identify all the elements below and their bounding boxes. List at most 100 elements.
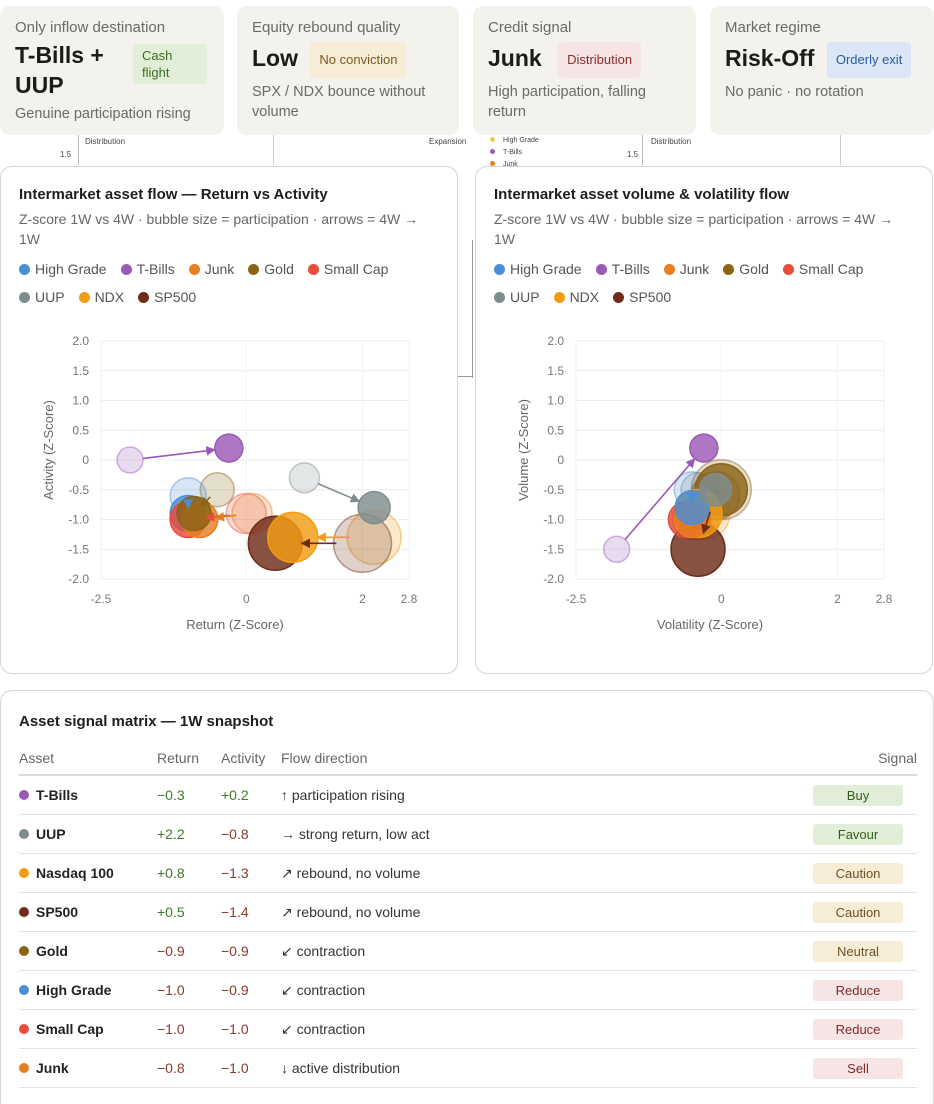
legend-item[interactable]: NDX xyxy=(553,283,599,311)
cell-return: −0.9 xyxy=(157,931,221,971)
cell-asset: SP500 xyxy=(19,892,157,932)
cell-return: +2.2 xyxy=(157,814,221,854)
legend-item[interactable]: T-Bills xyxy=(595,255,650,283)
signal-pill: Neutral xyxy=(813,940,903,962)
asset-name: High Grade xyxy=(36,982,112,998)
card-value-row: Junk Distribution xyxy=(488,42,681,78)
table-row[interactable]: Small Cap −1.0 −1.0 ↙ contraction Reduce xyxy=(19,1009,917,1049)
card-value: Low xyxy=(252,45,298,72)
legend-dot xyxy=(248,264,260,275)
cell-asset: Junk xyxy=(19,1048,157,1088)
card-value: Junk xyxy=(488,45,542,72)
x-tick-label: 2 xyxy=(834,592,841,606)
bubble-4w-uup[interactable] xyxy=(288,462,321,494)
flow-arrow-t-bills xyxy=(624,457,696,540)
asset-color-dot xyxy=(19,829,29,839)
table-row[interactable]: Gold −0.9 −0.9 ↙ contraction Neutral xyxy=(19,931,917,971)
cell-asset: Small Cap xyxy=(19,1009,157,1049)
legend-dot xyxy=(494,264,505,275)
cell-flow-direction: ↙ contraction xyxy=(281,931,656,971)
bubble-4w-sp500[interactable] xyxy=(332,513,393,574)
ghost-tick-right: 1.5 xyxy=(627,150,639,159)
asset-name: Gold xyxy=(36,943,68,959)
legend-dot xyxy=(613,292,625,303)
x-tick-label: 0 xyxy=(718,592,725,606)
legend-item[interactable]: T-Bills xyxy=(120,255,175,283)
legend-item[interactable]: Small Cap xyxy=(782,255,863,283)
card-value-row: Low No conviction xyxy=(252,42,444,78)
table-row[interactable]: Nasdaq 100 +0.8 −1.3 ↗ rebound, no volume Ca… xyxy=(19,853,917,893)
table-row[interactable]: Junk −0.8 −1.0 ↓ active distribution Sell xyxy=(19,1048,917,1088)
legend-item[interactable]: UUP xyxy=(19,283,65,311)
cell-flow-direction: → strong return, low act xyxy=(281,814,656,854)
bubble-4w-t-bills[interactable] xyxy=(602,535,631,563)
header-asset: Asset xyxy=(19,748,157,776)
table-row[interactable]: SP500 +0.5 −1.4 ↗ rebound, no volume Caution xyxy=(19,892,917,932)
cell-activity: −1.0 xyxy=(221,1048,281,1088)
chart-title: Intermarket asset flow — Return vs Activ… xyxy=(19,186,328,203)
asset-name: T-Bills xyxy=(36,787,79,803)
chart-subtitle: Z-score 1W vs 4W · bubble size = partici… xyxy=(19,211,419,247)
ghost-tick: 1.5 xyxy=(60,150,72,159)
cell-return: −0.8 xyxy=(157,1048,221,1088)
ghost-edge xyxy=(472,240,473,378)
legend-item[interactable]: UUP xyxy=(494,283,540,311)
bubble-1w-t-bills[interactable] xyxy=(689,433,719,463)
bubble-1w-ndx[interactable] xyxy=(267,511,319,564)
bubble-1w-high-grade[interactable] xyxy=(674,489,710,526)
cell-asset: T-Bills xyxy=(19,775,157,815)
y-axis-title: Activity (Z-Score) xyxy=(41,400,56,500)
bubble-1w-t-bills[interactable] xyxy=(214,433,244,463)
signal-pill: Buy xyxy=(813,784,903,806)
legend-item[interactable]: Junk xyxy=(188,255,234,283)
legend-item[interactable]: SP500 xyxy=(613,283,671,311)
chart-panel-return-activity: Intermarket asset flow — Return vs Activ… xyxy=(0,166,458,674)
card-value: T-Bills + UUP xyxy=(15,42,104,98)
x-axis-title: Volatility (Z-Score) xyxy=(657,617,763,632)
signal-pill: Sell xyxy=(813,1057,903,1079)
y-tick-label: 2.0 xyxy=(72,334,89,348)
legend-item[interactable]: Small Cap xyxy=(307,255,388,283)
x-tick-label: -2.5 xyxy=(91,592,112,606)
ghost-edge-bottom xyxy=(458,376,473,377)
cell-return: −1.0 xyxy=(157,1009,221,1049)
bubble-1w-uup[interactable] xyxy=(357,490,391,525)
cell-return: +0.8 xyxy=(157,853,221,893)
y-tick-label: 0.5 xyxy=(547,423,564,437)
signal-pill: Favour xyxy=(813,823,903,845)
legend-item[interactable]: High Grade xyxy=(19,255,107,283)
legend-item[interactable]: NDX xyxy=(78,283,124,311)
table-row[interactable]: T-Bills −0.3 +0.2 ↑ participation rising Buy xyxy=(19,775,917,815)
ghost-axis-right xyxy=(642,135,643,165)
y-tick-label: 1.0 xyxy=(547,394,564,408)
card-label: Equity rebound quality xyxy=(252,19,401,36)
bubble-4w-t-bills[interactable] xyxy=(116,446,144,474)
legend-item[interactable]: Gold xyxy=(723,255,769,283)
table-row[interactable]: High Grade −1.0 −0.9 ↙ contraction Reduce xyxy=(19,970,917,1010)
card-badge: No conviction xyxy=(310,42,407,78)
bubble-1w-uup[interactable] xyxy=(698,473,733,507)
cell-activity: −0.9 xyxy=(221,931,281,971)
legend-item[interactable]: Gold xyxy=(248,255,294,283)
cell-asset: Gold xyxy=(19,931,157,971)
y-tick-label: -0.5 xyxy=(543,483,564,497)
flow-arrow-sp500 xyxy=(701,511,712,535)
chart-legend: High Grade T-Bills Junk Gold Small Cap UUP NDX… xyxy=(19,255,439,311)
ghost-label-distribution-right: Distribution xyxy=(651,137,692,146)
flow-arrow-junk xyxy=(214,511,237,522)
y-axis-title: Volume (Z-Score) xyxy=(516,399,531,501)
legend-dot xyxy=(120,264,132,275)
legend-item[interactable]: SP500 xyxy=(138,283,196,311)
table-row[interactable]: UUP +2.2 −0.8 → strong return, low act Favou… xyxy=(19,814,917,854)
legend-item[interactable]: Junk xyxy=(663,255,709,283)
header-return: Return xyxy=(157,748,221,776)
legend-dot xyxy=(723,264,735,275)
legend-dot xyxy=(494,292,505,303)
legend-dot xyxy=(595,264,607,275)
background-ghost-dashboard: 1.5 Distribution Expansion 1.5 Distribut… xyxy=(0,0,934,380)
cell-activity: −1.4 xyxy=(221,892,281,932)
y-tick-label: -1.0 xyxy=(543,513,564,527)
legend-item[interactable]: High Grade xyxy=(494,255,582,283)
legend-dot xyxy=(138,292,150,303)
header-activity: Activity xyxy=(221,748,281,776)
